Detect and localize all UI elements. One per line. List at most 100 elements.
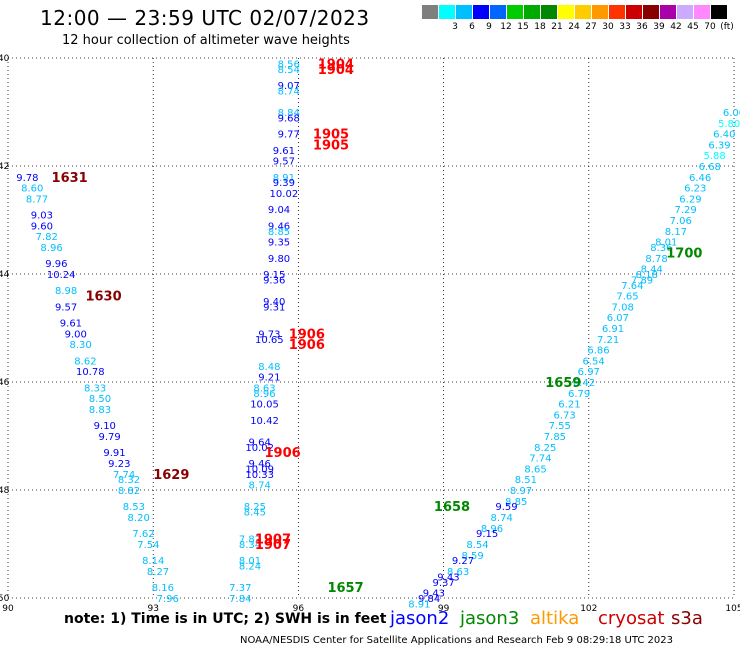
- satellite-legend-item: altika: [530, 608, 580, 629]
- data-point-label: 8.63: [447, 567, 469, 578]
- data-point-label: 9.31: [263, 302, 285, 313]
- colorbar-swatch: [524, 5, 540, 19]
- colorbar-label: 27: [585, 22, 597, 32]
- data-point-label: 8.62: [74, 356, 96, 367]
- time-label: 1700: [666, 246, 702, 261]
- data-point-label: 9.23: [108, 459, 130, 470]
- data-point-label: 8.25: [244, 502, 266, 513]
- data-point-label: 9.91: [103, 448, 125, 459]
- data-point-label: 8.20: [128, 513, 150, 524]
- colorbar-label: 9: [486, 22, 492, 32]
- colorbar-swatch: [694, 5, 710, 19]
- data-point-label: 9.43: [437, 572, 459, 583]
- data-point-label: 8.14: [142, 556, 164, 567]
- time-label: 1906: [289, 327, 325, 342]
- data-point-label: 8.96: [40, 243, 62, 254]
- x-tick-label: 96: [293, 604, 305, 614]
- colorbar-swatch: [456, 5, 472, 19]
- time-label: 1907: [255, 533, 291, 548]
- data-point-label: 8.74: [278, 86, 300, 97]
- data-point-label: 8.98: [55, 286, 77, 297]
- time-label: 1629: [153, 468, 189, 483]
- colorbar-swatch: [609, 5, 625, 19]
- data-point-label: 9.07: [278, 81, 300, 92]
- data-point-label: 6.23: [684, 184, 706, 195]
- data-point-label: 9.77: [278, 130, 300, 141]
- data-point-label: 8.74: [249, 481, 271, 492]
- data-point-label: 8.32: [118, 475, 140, 486]
- colorbar-swatch: [660, 5, 676, 19]
- data-point-label: 9.36: [263, 275, 285, 286]
- colorbar-swatch: [575, 5, 591, 19]
- data-point-label: 8.36: [650, 243, 672, 254]
- data-point-label: 8.48: [258, 362, 280, 373]
- data-point-label: 9.57: [55, 302, 77, 313]
- time-label: 1631: [52, 171, 88, 186]
- data-point-label: 8.91: [273, 173, 295, 184]
- data-point-label: 7.29: [674, 205, 696, 216]
- y-tick-label: -44: [0, 270, 10, 280]
- time-label: 1905: [313, 128, 349, 143]
- data-point-label: 7.65: [616, 292, 638, 303]
- data-point-label: 7.21: [597, 335, 619, 346]
- data-point-label: 7.82: [36, 232, 58, 243]
- colorbar-swatch: [439, 5, 455, 19]
- data-point-label: 7.85: [544, 432, 566, 443]
- data-point-label: 8.27: [147, 567, 169, 578]
- colorbar-label: 24: [568, 22, 580, 32]
- data-point-label: 8.34: [239, 540, 261, 551]
- data-point-label: 6.21: [558, 400, 580, 411]
- colorbar-label: 70: [704, 22, 716, 32]
- satellite-legend-item: jason3: [460, 608, 520, 629]
- x-tick-label: 99: [438, 604, 450, 614]
- data-point-label: 9.39: [273, 178, 295, 189]
- colorbar-swatch: [626, 5, 642, 19]
- data-point-label: 10.33: [245, 470, 274, 481]
- data-point-label: 9.21: [258, 373, 280, 384]
- data-point-label: 8.25: [534, 443, 556, 454]
- data-point-label: 8.45: [244, 508, 266, 519]
- data-point-label: 9.96: [45, 259, 67, 270]
- colorbar-label: 18: [534, 22, 546, 32]
- time-label: 1906: [289, 338, 325, 353]
- x-tick-label: 93: [147, 604, 158, 614]
- colorbar-swatch: [711, 5, 727, 19]
- data-point-label: 8.96: [253, 389, 275, 400]
- colorbar-swatch: [422, 5, 438, 19]
- time-label: 1907: [255, 538, 291, 553]
- data-point-label: 9.00: [65, 329, 87, 340]
- data-point-label: 9.64: [249, 437, 271, 448]
- colorbar-swatch: [490, 5, 506, 19]
- data-point-label: 8.53: [123, 502, 145, 513]
- satellite-legend-item: cryosat: [598, 608, 665, 629]
- colorbar-label: (ft): [720, 22, 734, 32]
- data-point-label: 8.56: [278, 59, 300, 70]
- data-point-label: 6.46: [689, 173, 711, 184]
- colorbar-label: 42: [670, 22, 682, 32]
- data-point-label: 6.29: [679, 194, 701, 205]
- data-point-label: 10.05: [250, 400, 279, 411]
- data-point-label: 7.08: [612, 302, 634, 313]
- satellite-legend-item: s3a: [671, 608, 703, 629]
- y-tick-label: -40: [0, 54, 10, 64]
- time-label: 1657: [327, 581, 363, 596]
- y-tick-label: -48: [0, 486, 10, 496]
- data-point-label: 8.24: [239, 562, 261, 573]
- data-point-label: 8.59: [462, 551, 484, 562]
- data-point-label: 9.46: [268, 221, 290, 232]
- colorbar-label: 36: [636, 22, 648, 32]
- data-point-label: 9.59: [495, 502, 517, 513]
- data-point-label: 7.96: [157, 594, 179, 605]
- data-point-label: 8.85: [268, 227, 290, 238]
- data-point-label: 7.06: [670, 216, 692, 227]
- data-point-label: 7.37: [229, 583, 251, 594]
- time-label: 1906: [265, 446, 301, 461]
- chart-title: 12:00 — 23:59 UTC 02/07/2023: [40, 6, 370, 30]
- data-point-label: 9.61: [273, 146, 295, 157]
- x-tick-label: 102: [580, 604, 597, 614]
- time-label: 1630: [85, 290, 121, 305]
- data-point-label: 8.01: [655, 238, 677, 249]
- data-point-label: 8.85: [505, 497, 527, 508]
- footer-note: note: 1) Time is in UTC; 2) SWH is in fe…: [64, 611, 387, 627]
- data-point-label: 6.00: [723, 108, 740, 119]
